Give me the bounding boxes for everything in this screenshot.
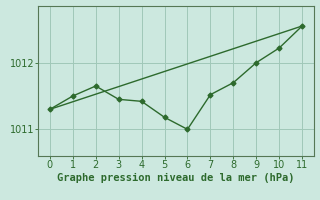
X-axis label: Graphe pression niveau de la mer (hPa): Graphe pression niveau de la mer (hPa): [57, 173, 295, 183]
